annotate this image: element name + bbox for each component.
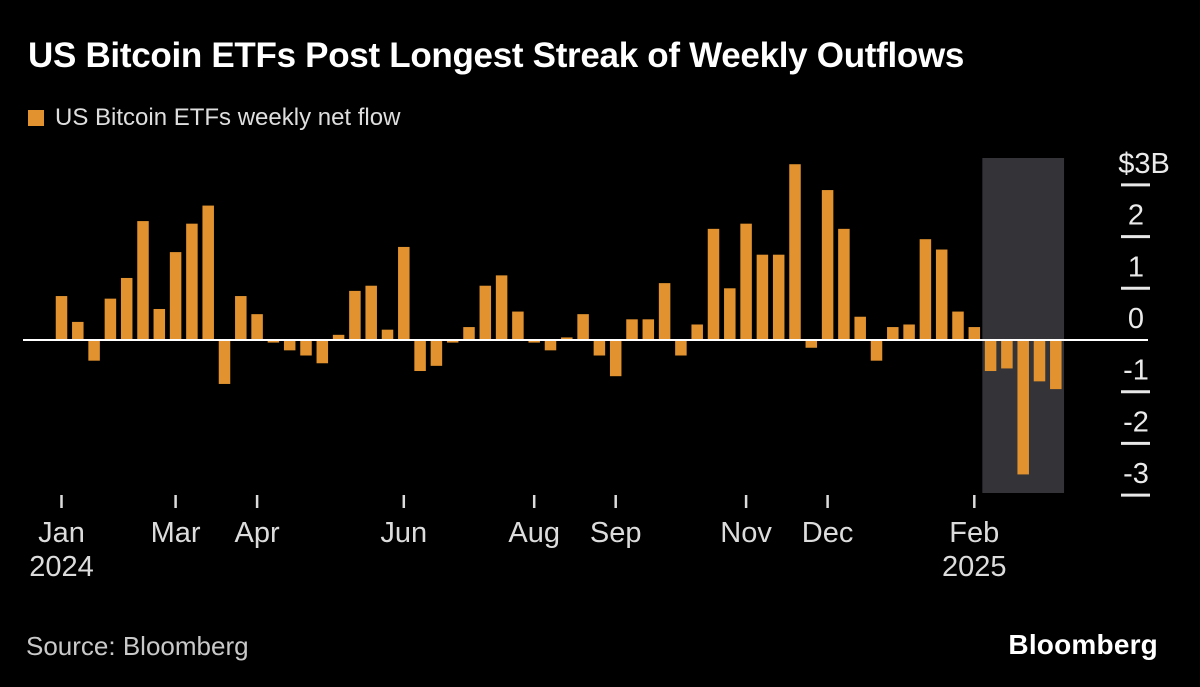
bar [88, 340, 100, 361]
legend: US Bitcoin ETFs weekly net flow [28, 104, 400, 132]
bar [479, 285, 492, 340]
bar [577, 314, 589, 340]
bar [658, 283, 671, 340]
bar [218, 340, 231, 384]
bar [332, 334, 345, 340]
y-axis-label: $3B [1118, 148, 1170, 180]
bar [561, 337, 573, 340]
source-note: Source: Bloomberg [26, 631, 249, 661]
bar [72, 321, 84, 340]
bar [104, 298, 117, 340]
bar [838, 228, 850, 340]
bar [789, 164, 801, 340]
bar [887, 327, 899, 340]
y-axis-label: -1 [1123, 355, 1149, 387]
bar [251, 314, 263, 340]
bar [756, 254, 769, 340]
bar [642, 319, 655, 340]
bar [153, 308, 166, 340]
bar [724, 288, 736, 340]
bar [984, 340, 997, 372]
bar [398, 246, 410, 340]
x-axis-label: Jun [380, 517, 427, 549]
x-axis-year-label: 2025 [942, 551, 1007, 583]
x-axis-label: Aug [508, 517, 560, 549]
bar [935, 249, 948, 340]
bar [528, 340, 540, 343]
y-axis-label: 2 [1128, 200, 1144, 232]
bar [186, 223, 198, 340]
legend-label: US Bitcoin ETFs weekly net flow [55, 104, 401, 131]
bar [968, 327, 981, 340]
bar [267, 340, 280, 343]
bar [626, 319, 638, 340]
bar [1001, 340, 1013, 369]
bar [1017, 340, 1029, 475]
chart-title: US Bitcoin ETFs Post Longest Streak of W… [28, 36, 965, 75]
bar [952, 311, 964, 340]
bar [381, 329, 394, 340]
bar [414, 340, 426, 372]
bar [821, 190, 834, 340]
bar [169, 252, 182, 340]
bar [495, 275, 508, 340]
x-axis-label: Mar [151, 517, 201, 549]
bar [609, 340, 622, 377]
bloomberg-logo: Bloomberg [1008, 629, 1158, 660]
x-axis-label: Sep [590, 517, 642, 549]
y-axis-label: 1 [1128, 251, 1144, 283]
y-axis-label: 0 [1128, 303, 1144, 335]
bar [903, 324, 915, 340]
bar [544, 340, 557, 351]
bar [691, 324, 703, 340]
bar [430, 340, 443, 366]
bar [349, 290, 361, 340]
bar [316, 340, 329, 364]
bar [1050, 340, 1062, 390]
bar [675, 340, 687, 356]
bar [283, 340, 296, 351]
bar [137, 221, 149, 340]
bar [1033, 340, 1046, 382]
bar [772, 254, 785, 340]
bar [707, 228, 720, 340]
bar [463, 327, 475, 340]
bar [120, 277, 133, 340]
bar [870, 340, 883, 361]
x-axis-year-label: 2024 [29, 551, 94, 583]
bar [512, 311, 524, 340]
bar [805, 340, 818, 348]
bar [365, 285, 377, 340]
x-axis-label: Dec [802, 517, 854, 549]
legend-swatch-icon [28, 110, 44, 126]
x-axis-label: Feb [949, 517, 999, 549]
bar [202, 205, 214, 340]
bar [55, 296, 68, 340]
y-axis-label: -3 [1123, 458, 1149, 490]
bar [446, 340, 459, 343]
x-axis-label: Jan [38, 517, 85, 549]
y-axis-label: -2 [1123, 406, 1149, 438]
bar [593, 340, 606, 356]
bar [854, 316, 866, 340]
bar [740, 223, 752, 340]
bar [919, 239, 932, 340]
bar [300, 340, 312, 356]
x-axis-label: Apr [235, 517, 280, 549]
bar [235, 296, 247, 340]
x-axis-label: Nov [720, 517, 772, 549]
